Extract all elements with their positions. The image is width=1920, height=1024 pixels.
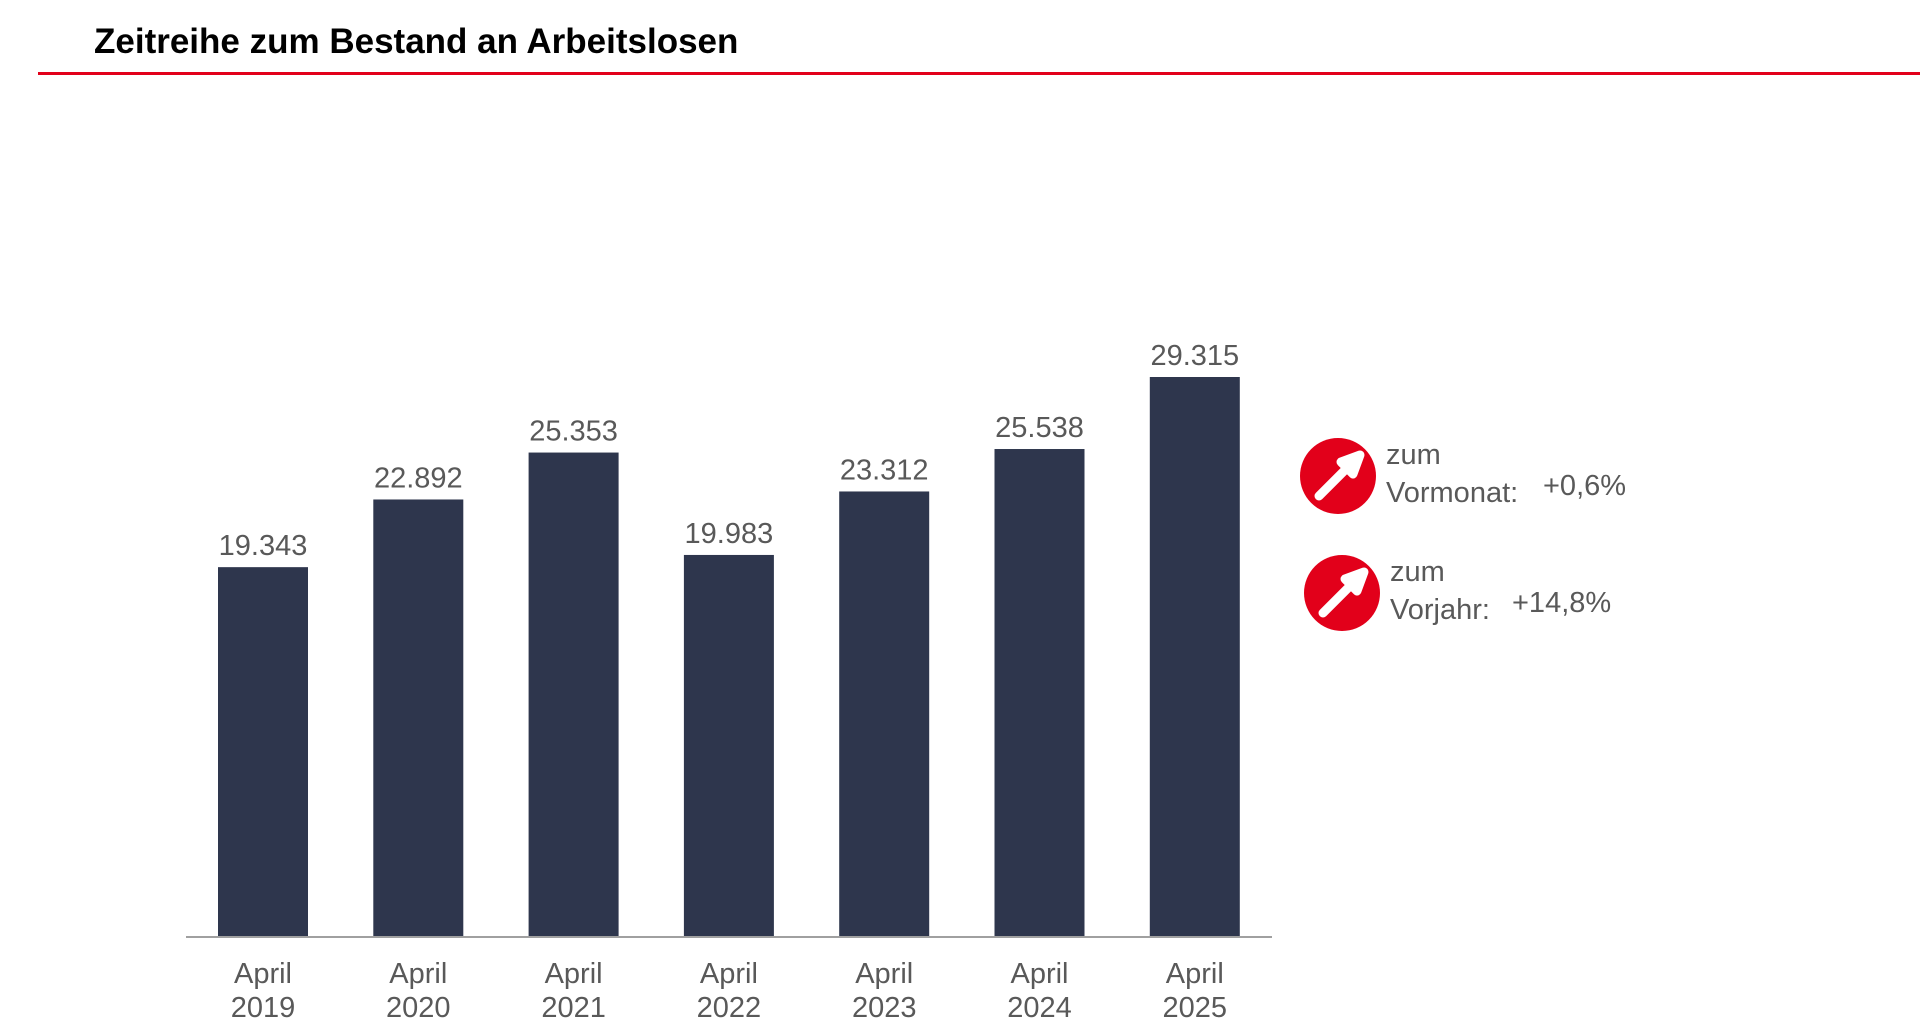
bar bbox=[683, 554, 774, 936]
kpi-label-line2: Vormonat: bbox=[1386, 477, 1519, 509]
data-label: 25.538 bbox=[995, 412, 1084, 444]
bars-group bbox=[218, 377, 1240, 936]
data-label: 19.983 bbox=[685, 518, 774, 550]
kpi-value: +14,8% bbox=[1512, 587, 1612, 619]
value-labels-group: 19.343 22.892 25.353 19.983 23.312 25.538 29.3… bbox=[219, 340, 1240, 562]
kpi-value: +0,6% bbox=[1543, 470, 1627, 502]
arrow-up-right-icon bbox=[1300, 438, 1376, 514]
bar bbox=[839, 491, 930, 936]
x-tick-label: April 2019 bbox=[231, 958, 296, 1024]
x-tick-label: April 2023 bbox=[852, 958, 917, 1024]
bar bbox=[373, 499, 464, 936]
kpi-label-line1: zum bbox=[1386, 439, 1441, 471]
kpi-vormonat: zum Vormonat: +0,6% bbox=[1298, 436, 1698, 516]
data-label: 23.312 bbox=[840, 454, 929, 486]
data-label: 19.343 bbox=[219, 530, 308, 562]
x-tick-label: April 2024 bbox=[1007, 958, 1072, 1024]
x-tick-label: April 2025 bbox=[1163, 958, 1228, 1024]
kpi-label-line1: zum bbox=[1390, 556, 1445, 588]
title-underline bbox=[38, 72, 1920, 75]
page-title: Zeitreihe zum Bestand an Arbeitslosen bbox=[94, 22, 739, 61]
kpi-label: zum Vormonat: bbox=[1386, 436, 1518, 512]
data-label: 22.892 bbox=[374, 462, 463, 494]
bar bbox=[994, 449, 1085, 936]
kpi-label: zum Vorjahr: bbox=[1390, 553, 1490, 629]
bar bbox=[528, 452, 619, 936]
kpi-label-line2: Vorjahr: bbox=[1390, 594, 1490, 626]
data-label: 29.315 bbox=[1150, 340, 1239, 372]
category-labels-group: April 2019 April 2020 April 2021 April 2022 Apri… bbox=[231, 958, 1227, 1024]
bar bbox=[1149, 377, 1240, 936]
x-tick-label: April 2021 bbox=[541, 958, 606, 1024]
x-tick-label: April 2020 bbox=[386, 958, 451, 1024]
bar bbox=[218, 567, 308, 936]
data-label: 25.353 bbox=[529, 416, 618, 448]
arrow-up-right-icon bbox=[1304, 555, 1380, 631]
kpi-vorjahr: zum Vorjahr: +14,8% bbox=[1302, 553, 1702, 633]
x-tick-label: April 2022 bbox=[697, 958, 762, 1024]
